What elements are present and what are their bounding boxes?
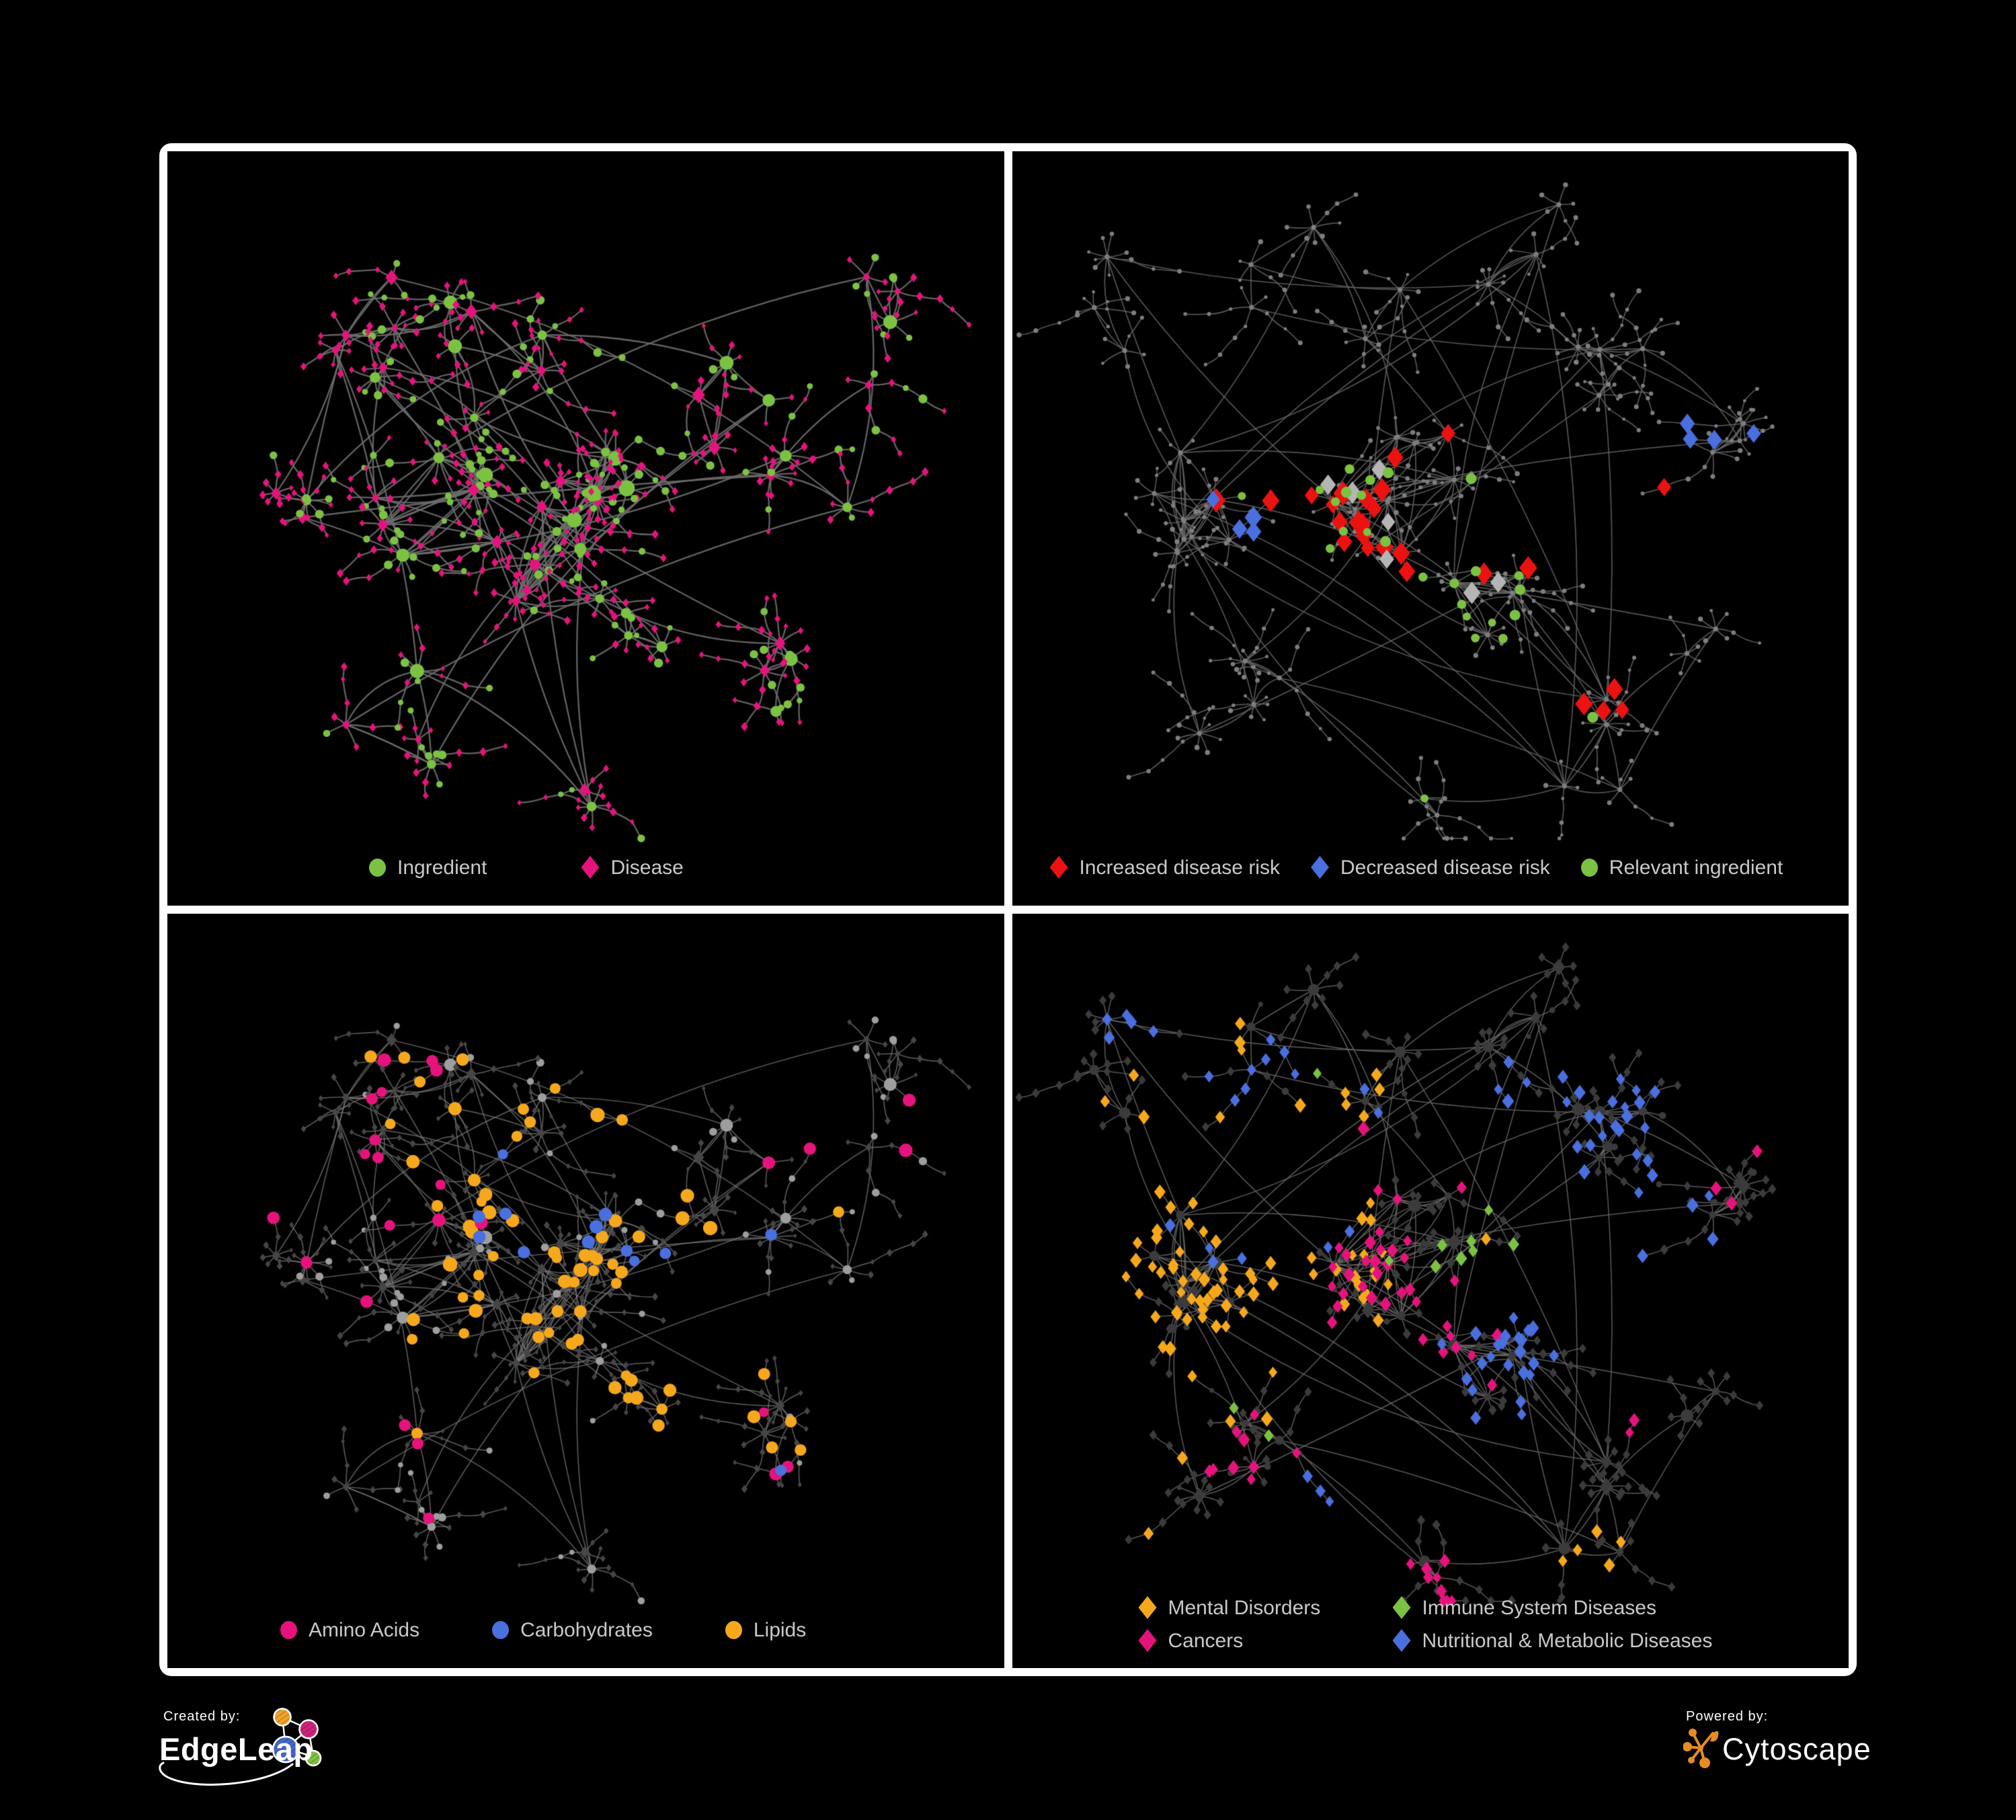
immune-system-diseases-swatch-icon xyxy=(1392,1596,1411,1619)
legend-item: Relevant ingredient xyxy=(1580,856,1783,879)
network-canvas-compound-classes xyxy=(167,914,1004,1668)
legend-label: Mental Disorders xyxy=(1168,1596,1321,1619)
legend-label: Cancers xyxy=(1168,1629,1244,1652)
legend-compound-classes: Amino Acids Carbohydrates Lipids xyxy=(280,1619,806,1641)
legend-disease-risk: Increased disease risk Decreased disease… xyxy=(1049,856,1783,879)
network-canvas-disease-classes xyxy=(1012,914,1849,1668)
legend-label: Decreased disease risk xyxy=(1340,856,1550,879)
cancers-swatch-icon xyxy=(1138,1629,1157,1652)
edgeleap-attribution: Created by: EdgeLeap xyxy=(158,1697,373,1805)
legend-item: Increased disease risk xyxy=(1049,856,1280,879)
legend-label: Immune System Diseases xyxy=(1422,1596,1656,1619)
relevant-ingredient-swatch-icon xyxy=(1580,858,1598,877)
network-canvas-disease-risk xyxy=(1012,151,1849,906)
legend-item: Mental Disorders xyxy=(1138,1596,1393,1619)
panel-disease-classes: Mental Disorders Immune System Diseases … xyxy=(1012,914,1849,1668)
legend-label: Relevant ingredient xyxy=(1609,856,1783,879)
decreased-risk-swatch-icon xyxy=(1310,856,1329,879)
carbohydrates-swatch-icon xyxy=(492,1621,510,1639)
legend-label: Amino Acids xyxy=(309,1619,420,1641)
legend-item: Nutritional & Metabolic Diseases xyxy=(1392,1629,1713,1652)
panel-disease-risk: Increased disease risk Decreased disease… xyxy=(1012,151,1849,906)
legend-label: Carbohydrates xyxy=(520,1619,653,1641)
legend-item: Carbohydrates xyxy=(492,1619,653,1641)
legend-item: Cancers xyxy=(1138,1629,1393,1652)
legend-item: Immune System Diseases xyxy=(1392,1596,1713,1619)
legend-item: Ingredient xyxy=(369,857,487,879)
panel-ingredient-disease: Ingredient Disease xyxy=(167,151,1004,906)
nutritional-metabolic-diseases-swatch-icon xyxy=(1392,1629,1411,1652)
mental-disorders-swatch-icon xyxy=(1138,1596,1157,1619)
ingredient-swatch-icon xyxy=(369,858,386,877)
legend-label: Increased disease risk xyxy=(1079,856,1280,879)
cytoscape-logo-icon xyxy=(1683,1729,1719,1768)
legend-label: Nutritional & Metabolic Diseases xyxy=(1422,1629,1713,1652)
legend-label: Lipids xyxy=(753,1619,807,1641)
cytoscape-attribution: Powered by: Cytoscape xyxy=(1679,1697,1908,1798)
created-by-label: Created by: xyxy=(163,1709,241,1724)
legend-label: Ingredient xyxy=(397,856,487,879)
legend-item: Decreased disease risk xyxy=(1310,856,1550,879)
legend-ingredient-disease: Ingredient Disease xyxy=(369,856,684,879)
powered-by-label: Powered by: xyxy=(1686,1709,1769,1724)
legend-label: Disease xyxy=(610,856,684,879)
legend-disease-classes: Mental Disorders Immune System Diseases … xyxy=(1138,1596,1713,1652)
four-panel-network-figure: Ingredient Disease Increased disease ris… xyxy=(159,143,1857,1676)
network-canvas-ingredient-disease xyxy=(167,151,1004,906)
edgeleap-wordmark: EdgeLeap xyxy=(159,1731,313,1767)
lipids-swatch-icon xyxy=(725,1621,742,1639)
panel-compound-classes: Amino Acids Carbohydrates Lipids xyxy=(167,914,1004,1668)
edgeleap-logo-icon xyxy=(159,1708,322,1786)
legend-item: Disease xyxy=(581,856,684,879)
legend-item: Amino Acids xyxy=(280,1619,419,1641)
legend-item: Lipids xyxy=(725,1619,806,1641)
disease-swatch-icon xyxy=(581,856,600,879)
amino-acids-swatch-icon xyxy=(280,1621,297,1639)
increased-risk-swatch-icon xyxy=(1049,856,1068,879)
cytoscape-wordmark: Cytoscape xyxy=(1722,1732,1871,1766)
